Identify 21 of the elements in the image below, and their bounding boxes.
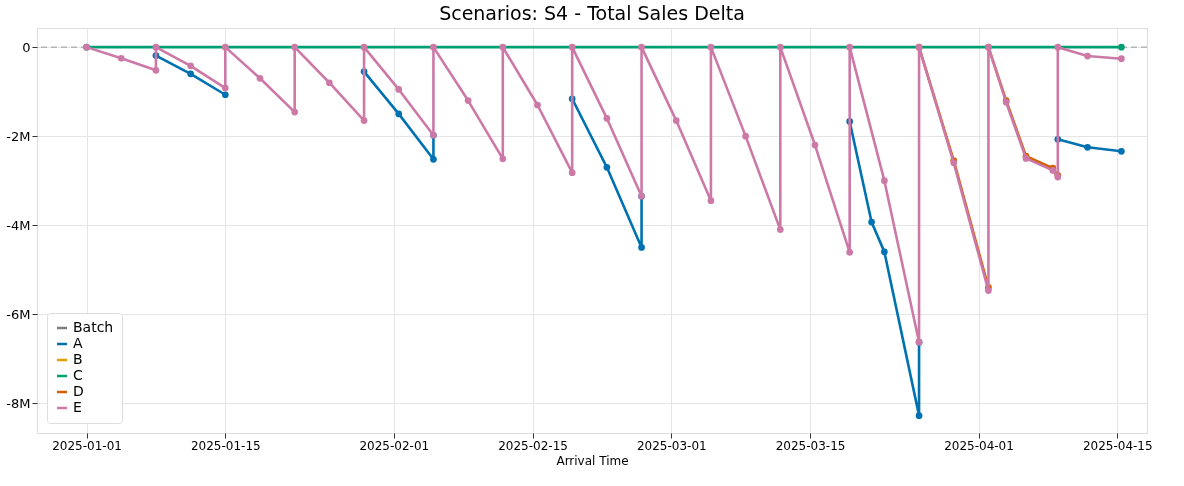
- legend-label: D: [73, 383, 84, 399]
- legend-label: A: [73, 335, 83, 351]
- x-tick-label: 2025-03-01: [636, 438, 707, 453]
- legend-label: Batch: [73, 319, 114, 335]
- x-tick-label: 2025-04-15: [1082, 438, 1153, 453]
- x-tick-label: 2025-01-01: [52, 438, 122, 453]
- y-tick-label: -2M: [6, 128, 31, 144]
- y-tick-label: -8M: [6, 395, 31, 411]
- x-tick-label: 2025-04-01: [944, 438, 1014, 453]
- x-tick-label: 2025-02-01: [359, 438, 430, 453]
- y-tick-label: -4M: [6, 217, 31, 233]
- chart-title: Scenarios: S4 - Total Sales Delta: [439, 2, 745, 24]
- x-tick-label: 2025-03-15: [775, 438, 846, 453]
- legend-label: C: [73, 367, 83, 383]
- y-tick-label: 0: [22, 39, 31, 55]
- y-tick-label: -6M: [6, 306, 31, 322]
- legend-label: E: [73, 399, 82, 415]
- x-tick-label: 2025-02-15: [498, 438, 568, 453]
- x-tick-label: 2025-01-15: [190, 438, 261, 453]
- x-axis-title: Arrival Time: [556, 453, 629, 468]
- legend-label: B: [73, 351, 83, 367]
